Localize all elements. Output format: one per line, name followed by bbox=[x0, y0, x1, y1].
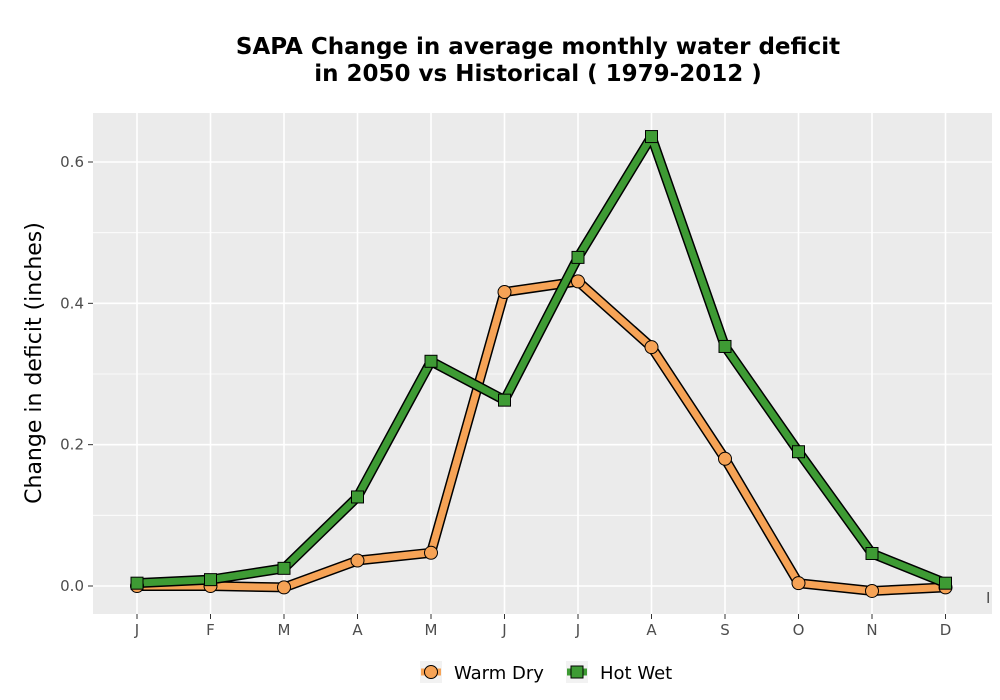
point-hot-wet bbox=[792, 445, 805, 459]
legend-label-hot-wet: Hot Wet bbox=[600, 663, 672, 684]
grid-lines bbox=[93, 113, 992, 614]
stray-label: I bbox=[986, 589, 990, 607]
plot-panel bbox=[93, 113, 992, 614]
point-warm-dry bbox=[497, 285, 512, 300]
x-tick-label: M bbox=[278, 621, 291, 639]
point-hot-wet bbox=[277, 561, 291, 575]
point-hot-wet bbox=[204, 573, 217, 587]
legend: Warm Dry Hot Wet bbox=[420, 661, 672, 684]
y-tick-label: 0.6 bbox=[60, 153, 84, 171]
x-tick-label: N bbox=[866, 621, 877, 639]
point-warm-dry bbox=[277, 580, 291, 595]
point-hot-wet bbox=[645, 130, 658, 144]
x-tick-label: F bbox=[206, 621, 215, 639]
y-tick-label: 0.4 bbox=[60, 294, 84, 312]
y-axis-title: Change in deficit (inches) bbox=[22, 222, 47, 504]
x-tick-label: D bbox=[940, 621, 952, 639]
y-axis: 0.0 0.2 0.4 0.6 bbox=[60, 153, 93, 595]
series-layer bbox=[130, 130, 953, 598]
point-warm-dry bbox=[865, 583, 879, 598]
x-tick-label: J bbox=[501, 621, 506, 639]
y-tick-label: 0.0 bbox=[60, 577, 84, 595]
x-tick-label: J bbox=[575, 621, 580, 639]
chart-title-line2: in 2050 vs Historical ( 1979-2012 ) bbox=[314, 61, 761, 87]
point-hot-wet bbox=[571, 250, 585, 264]
point-hot-wet bbox=[939, 576, 952, 590]
point-warm-dry bbox=[350, 553, 365, 568]
chart-title-line1: SAPA Change in average monthly water def… bbox=[236, 34, 840, 60]
point-warm-dry bbox=[791, 576, 806, 591]
point-hot-wet bbox=[424, 354, 438, 368]
point-warm-dry bbox=[571, 274, 585, 289]
point-hot-wet bbox=[130, 576, 144, 590]
x-tick-label: O bbox=[793, 621, 805, 639]
x-tick-label: A bbox=[646, 621, 657, 639]
series-line-hot-wet bbox=[133, 133, 949, 587]
point-warm-dry bbox=[424, 545, 438, 560]
point-hot-wet bbox=[351, 490, 364, 504]
y-tick-label: 0.2 bbox=[60, 436, 84, 454]
point-hot-wet bbox=[498, 393, 511, 407]
legend-label-warm-dry: Warm Dry bbox=[454, 663, 544, 684]
x-tick-label: A bbox=[352, 621, 363, 639]
x-tick-label: S bbox=[720, 621, 730, 639]
legend-key-marker-warm-dry bbox=[424, 665, 438, 679]
point-hot-wet bbox=[718, 339, 732, 353]
x-tick-label: M bbox=[425, 621, 438, 639]
series-line-warm-dry bbox=[133, 277, 949, 595]
point-warm-dry bbox=[644, 340, 659, 355]
x-tick-label: J bbox=[134, 621, 139, 639]
point-warm-dry bbox=[718, 451, 732, 466]
point-hot-wet bbox=[865, 546, 879, 560]
legend-key-marker-hot-wet bbox=[570, 665, 584, 679]
